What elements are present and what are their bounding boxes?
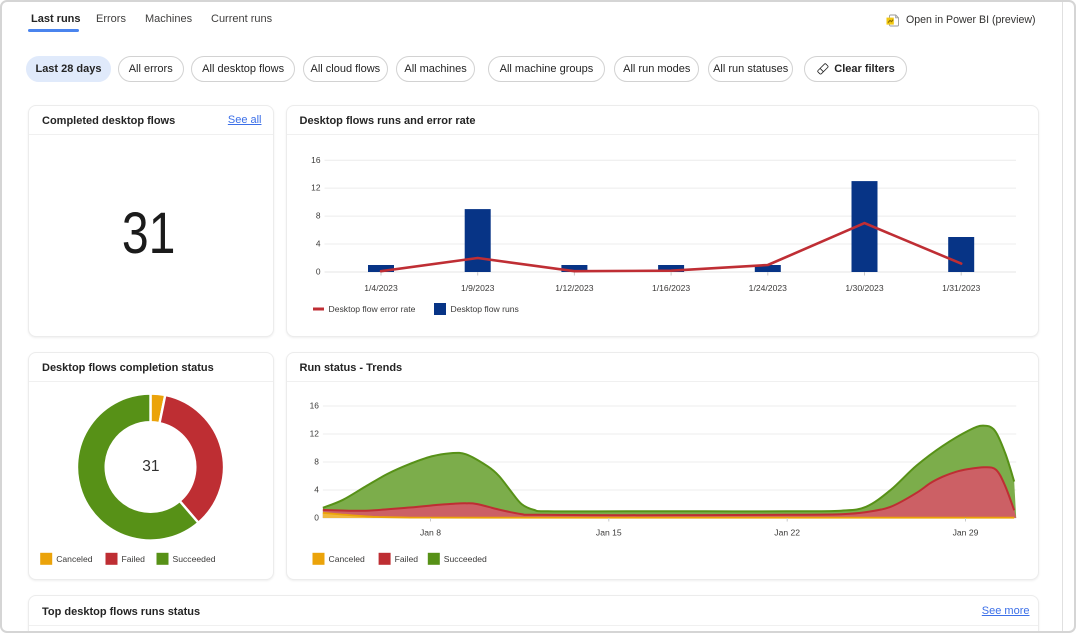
svg-text:1/12/2023: 1/12/2023 [555, 283, 593, 293]
svg-text:Desktop flow runs: Desktop flow runs [450, 304, 518, 314]
svg-text:Jan 22: Jan 22 [774, 527, 800, 537]
svg-text:4: 4 [314, 484, 319, 494]
svg-text:Jan 29: Jan 29 [952, 527, 978, 537]
svg-text:Desktop flow error rate: Desktop flow error rate [328, 304, 415, 314]
svg-text:1/4/2023: 1/4/2023 [364, 283, 398, 293]
svg-text:Canceled: Canceled [328, 553, 365, 563]
svg-text:8: 8 [315, 211, 320, 221]
svg-text:1/30/2023: 1/30/2023 [845, 283, 883, 293]
svg-text:1/24/2023: 1/24/2023 [748, 283, 786, 293]
svg-text:Succeeded: Succeeded [173, 553, 216, 563]
svg-text:4: 4 [315, 239, 320, 249]
svg-text:16: 16 [309, 400, 319, 410]
svg-text:Succeeded: Succeeded [443, 553, 486, 563]
svg-text:12: 12 [311, 183, 321, 193]
svg-text:0: 0 [314, 512, 319, 522]
svg-text:1/16/2023: 1/16/2023 [651, 283, 689, 293]
svg-text:Jan 8: Jan 8 [419, 527, 440, 537]
svg-text:1/9/2023: 1/9/2023 [460, 283, 494, 293]
svg-text:Failed: Failed [122, 553, 146, 563]
svg-text:8: 8 [314, 456, 319, 466]
svg-text:Canceled: Canceled [56, 553, 93, 563]
svg-text:1/31/2023: 1/31/2023 [942, 283, 980, 293]
svg-text:Failed: Failed [394, 553, 418, 563]
svg-text:0: 0 [315, 267, 320, 277]
svg-text:16: 16 [311, 155, 321, 165]
svg-text:12: 12 [309, 428, 319, 438]
svg-text:31: 31 [142, 457, 159, 474]
svg-text:Jan 15: Jan 15 [595, 527, 621, 537]
